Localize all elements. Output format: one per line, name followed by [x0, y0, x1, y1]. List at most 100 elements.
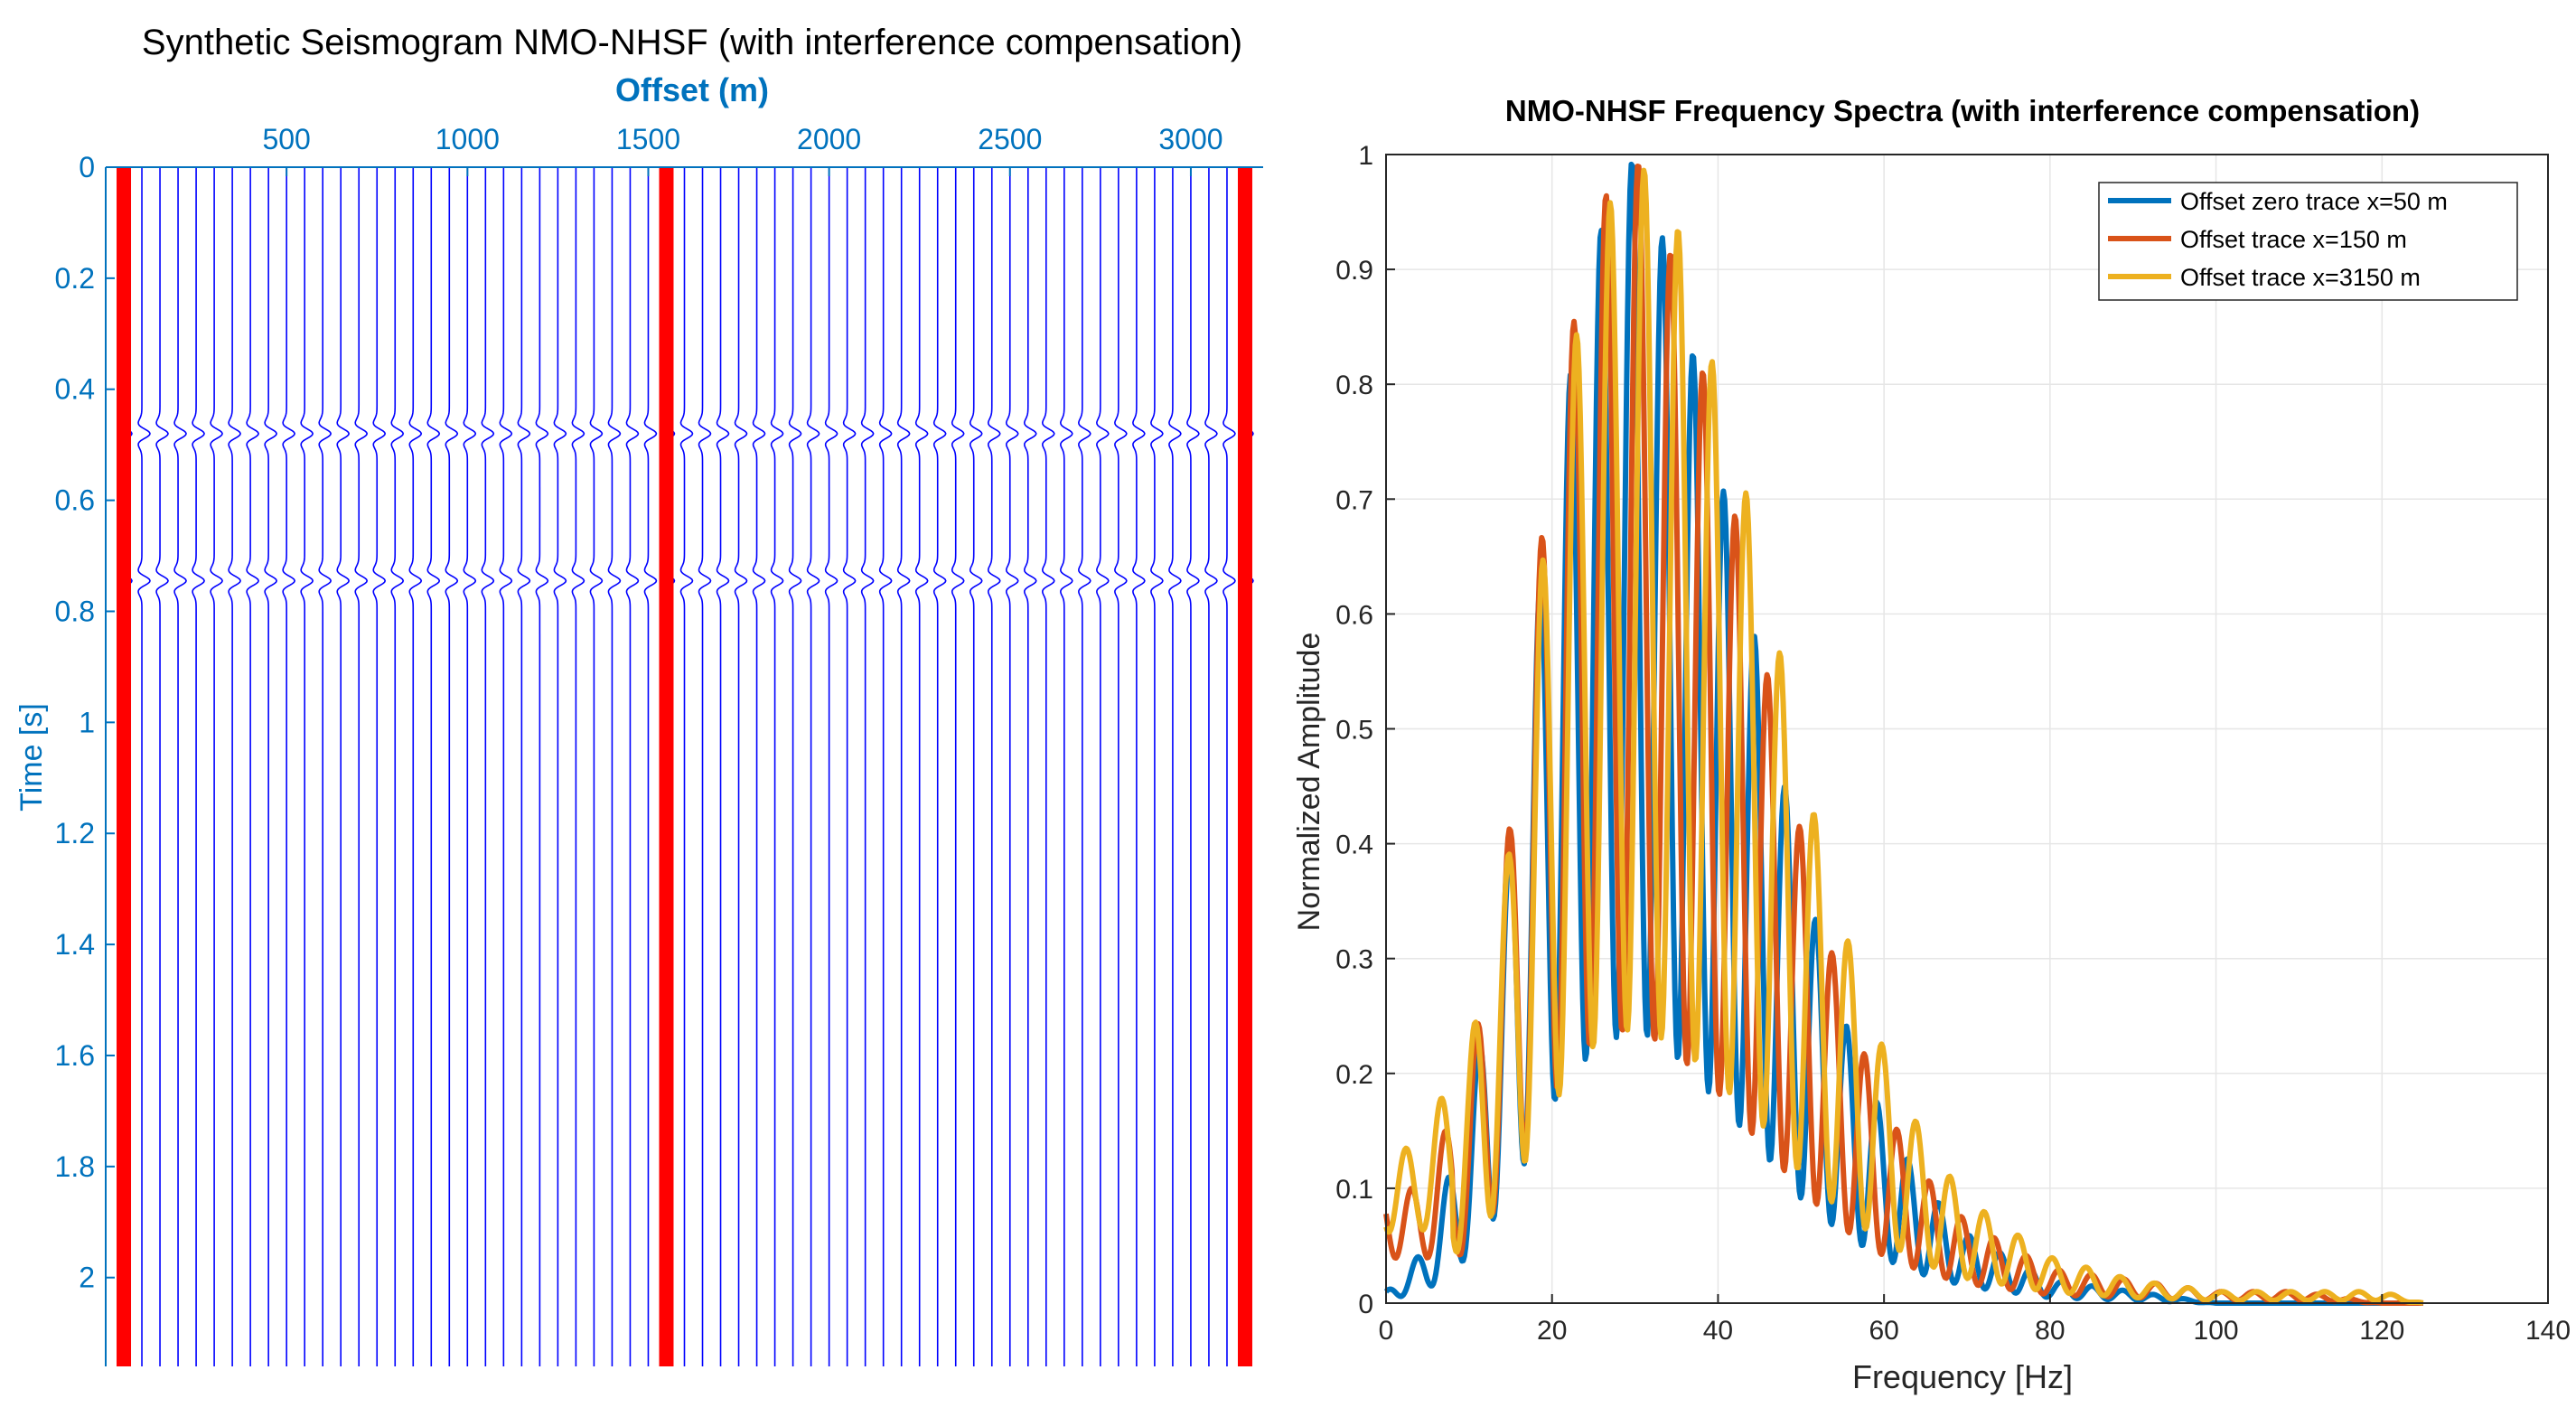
y-tick-label-0.7: 0.7 — [1335, 485, 1373, 515]
seismic-trace-2250 — [914, 167, 929, 1366]
seismic-trace-2650 — [1060, 167, 1073, 1366]
y-tick-label-0.2: 0.2 — [55, 262, 95, 295]
legend-label-2: Offset trace x=150 m — [2180, 226, 2407, 253]
seismic-trace-2700 — [1078, 167, 1091, 1366]
seismic-trace-2600 — [1041, 167, 1055, 1366]
y-tick-label-0.6: 0.6 — [1335, 600, 1373, 630]
seismic-trace-1800 — [752, 167, 766, 1366]
seismic-trace-1350 — [589, 167, 604, 1366]
x-tick-label-0: 0 — [1379, 1316, 1394, 1346]
seismogram-highlighted-traces — [117, 167, 1252, 1366]
seismic-trace-2550 — [1023, 167, 1037, 1366]
seismic-trace-3000 — [1186, 167, 1200, 1366]
seismic-trace-800 — [390, 167, 405, 1366]
seismic-trace-2050 — [842, 167, 857, 1366]
seismogram-x-ticks: 500 1000 1500 2000 2500 3000 — [262, 123, 1223, 176]
x-tick-label-500: 500 — [262, 123, 310, 155]
seismic-trace-750 — [372, 167, 387, 1366]
seismic-trace-950 — [445, 167, 459, 1366]
spectra-y-ticks: 0 0.1 0.2 0.3 0.4 0.5 0.6 0.7 0.8 0.9 1 — [1335, 141, 1395, 1319]
y-tick-label-0.4: 0.4 — [1335, 830, 1373, 860]
seismic-trace-1650 — [698, 167, 712, 1366]
seismic-trace-400 — [246, 167, 260, 1366]
y-tick-label-1.4: 1.4 — [55, 928, 95, 961]
seismic-trace-1400 — [607, 167, 622, 1366]
seismic-trace-1300 — [571, 167, 585, 1366]
seismic-trace-2350 — [951, 167, 965, 1366]
seismic-trace-1000 — [463, 167, 477, 1366]
seismic-trace-450 — [264, 167, 278, 1366]
x-tick-label-2500: 2500 — [978, 123, 1042, 155]
x-tick-label-140: 140 — [2525, 1316, 2571, 1346]
seismic-trace-1750 — [734, 167, 748, 1366]
seismic-trace-500 — [282, 167, 296, 1366]
seismic-trace-350 — [228, 167, 241, 1366]
spectrum-line-3 — [1383, 167, 2425, 1306]
x-tick-label-60: 60 — [1869, 1316, 1898, 1346]
seismic-trace-2950 — [1168, 167, 1182, 1366]
seismic-trace-1450 — [625, 167, 640, 1366]
seismic-trace-200 — [173, 167, 187, 1366]
seismogram-y-axis-label: Time [s] — [14, 703, 49, 812]
seismic-trace-2000 — [824, 167, 838, 1366]
y-tick-label-0.3: 0.3 — [1335, 945, 1373, 975]
y-tick-label-0.9: 0.9 — [1335, 256, 1373, 286]
seismic-trace-3050 — [1204, 167, 1218, 1366]
seismic-trace-1250 — [553, 167, 567, 1366]
seismic-trace-3100 — [1222, 167, 1236, 1366]
seismic-trace-2500 — [1005, 167, 1019, 1366]
spectra-x-ticks: 0 20 40 60 80 100 120 140 — [1379, 1294, 2571, 1346]
seismic-trace-1100 — [499, 167, 513, 1366]
seismic-trace-1950 — [806, 167, 820, 1366]
x-tick-label-80: 80 — [2035, 1316, 2065, 1346]
seismic-trace-1850 — [770, 167, 784, 1366]
seismogram-chart: Synthetic Seismogram NMO-NHSF (with inte… — [14, 23, 1263, 1366]
y-tick-label-0.8: 0.8 — [55, 595, 95, 627]
spectra-legend: Offset zero trace x=50 m Offset trace x=1… — [2098, 182, 2518, 301]
y-tick-label-1.2: 1.2 — [55, 817, 95, 849]
x-tick-label-100: 100 — [2194, 1316, 2239, 1346]
y-tick-label-0.4: 0.4 — [55, 373, 95, 406]
x-tick-label-2000: 2000 — [797, 123, 861, 155]
y-tick-label-0.5: 0.5 — [1335, 716, 1373, 746]
seismic-trace-2750 — [1096, 167, 1110, 1366]
seismic-trace-2200 — [896, 167, 911, 1366]
seismic-trace-100 — [137, 167, 151, 1366]
y-tick-label-0: 0 — [1358, 1290, 1373, 1319]
y-tick-label-1.8: 1.8 — [55, 1150, 95, 1183]
seismic-trace-550 — [300, 167, 314, 1366]
x-tick-label-120: 120 — [2359, 1316, 2404, 1346]
x-tick-label-3000: 3000 — [1158, 123, 1222, 155]
spectra-y-axis-label: Normalized Amplitude — [1292, 633, 1326, 932]
seismic-trace-600 — [318, 167, 333, 1366]
seismic-trace-2150 — [878, 167, 893, 1366]
y-tick-label-0: 0 — [79, 151, 95, 183]
y-tick-label-2: 2 — [79, 1262, 95, 1294]
y-tick-label-0.8: 0.8 — [1335, 371, 1373, 400]
x-tick-label-40: 40 — [1703, 1316, 1733, 1346]
seismic-trace-2100 — [860, 167, 875, 1366]
seismic-trace-2300 — [932, 167, 947, 1366]
seismic-trace-2900 — [1150, 167, 1164, 1366]
seismic-trace-1050 — [481, 167, 495, 1366]
seismic-trace-150 — [155, 167, 169, 1366]
seismic-trace-250 — [192, 167, 205, 1366]
seismic-trace-300 — [210, 167, 223, 1366]
seismic-trace-1700 — [716, 167, 730, 1366]
y-tick-label-1.6: 1.6 — [55, 1039, 95, 1072]
seismic-trace-2450 — [987, 167, 1001, 1366]
seismic-trace-650 — [336, 167, 351, 1366]
y-tick-label-1: 1 — [1358, 141, 1373, 171]
spectra-title: NMO-NHSF Frequency Spectra (with interfe… — [1505, 94, 2420, 127]
seismic-trace-1600 — [679, 167, 694, 1366]
seismic-trace-1500 — [643, 167, 658, 1366]
y-tick-label-0.6: 0.6 — [55, 484, 95, 517]
spectra-chart: NMO-NHSF Frequency Spectra (with interfe… — [1292, 94, 2571, 1395]
y-tick-label-1: 1 — [79, 706, 95, 738]
seismic-trace-850 — [408, 167, 423, 1366]
x-tick-label-1000: 1000 — [436, 123, 500, 155]
seismic-trace-1150 — [517, 167, 531, 1366]
x-tick-label-1500: 1500 — [616, 123, 680, 155]
legend-label-1: Offset zero trace x=50 m — [2180, 188, 2448, 215]
